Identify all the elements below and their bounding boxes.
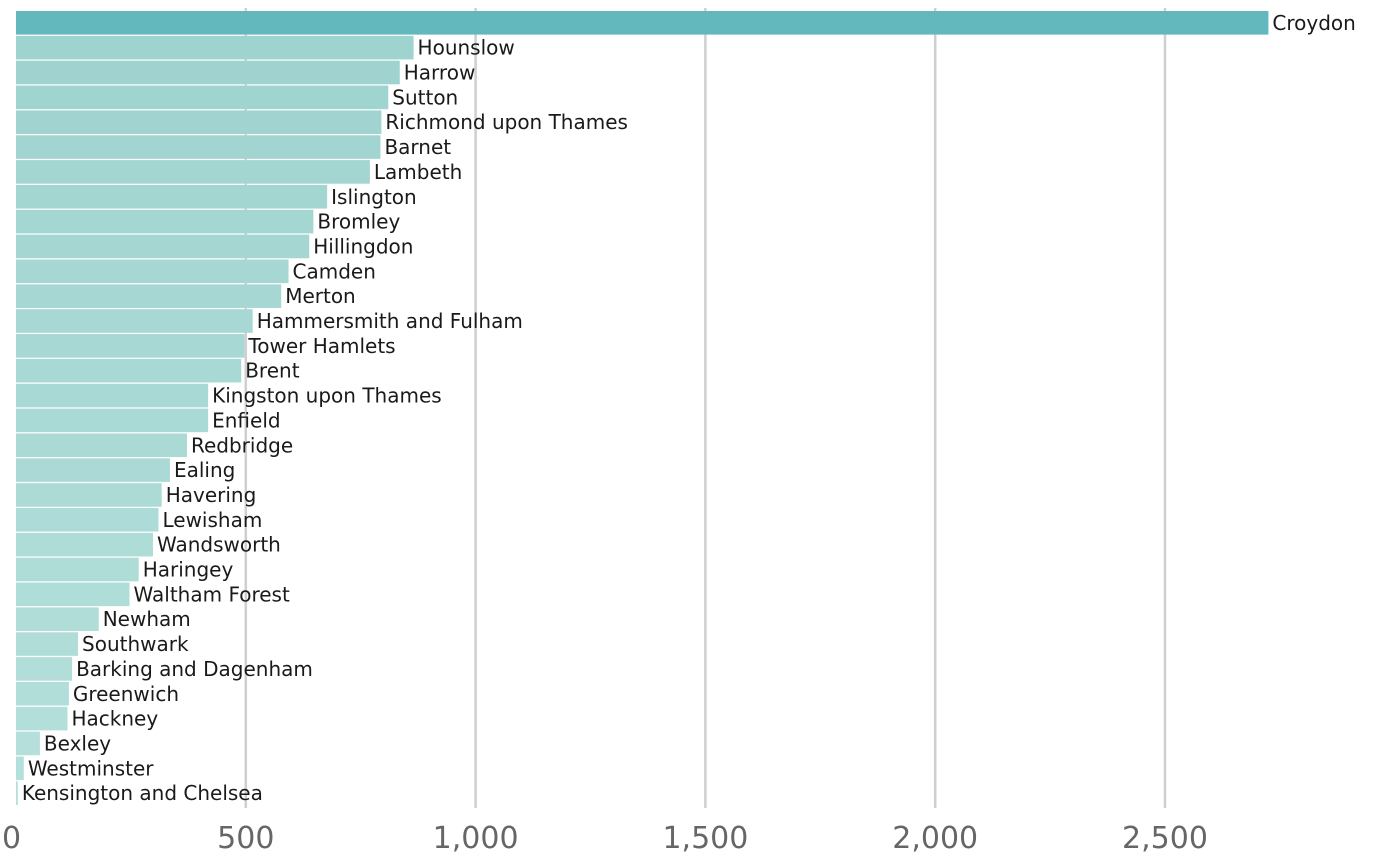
bar-label: Waltham Forest: [134, 582, 290, 606]
x-tick-label: 2,500: [1122, 821, 1208, 854]
bar[interactable]: [16, 731, 40, 756]
bar-label: Tower Hamlets: [247, 334, 395, 358]
bar[interactable]: [16, 632, 79, 656]
bar[interactable]: [16, 607, 99, 631]
bar-label: Greenwich: [73, 682, 179, 706]
bar[interactable]: [16, 582, 130, 607]
bar[interactable]: [16, 657, 73, 681]
bar[interactable]: [16, 60, 400, 85]
bar[interactable]: [16, 85, 389, 110]
bar-label: Barnet: [384, 135, 451, 159]
bar[interactable]: [16, 135, 381, 159]
bar[interactable]: [16, 433, 187, 458]
bar-label: Redbridge: [191, 433, 293, 457]
bar-label: Kingston upon Thames: [212, 384, 442, 408]
bar[interactable]: [16, 334, 245, 358]
bar-label: Camden: [293, 259, 376, 283]
bar[interactable]: [16, 209, 314, 234]
bar-label: Hounslow: [418, 36, 515, 60]
bar[interactable]: [16, 11, 1269, 35]
bar[interactable]: [16, 234, 310, 259]
bar[interactable]: [16, 35, 414, 60]
bar-label: Harrow: [404, 61, 476, 85]
bar-label: Westminster: [28, 756, 154, 780]
x-tick-label: 2,000: [892, 821, 978, 854]
bar[interactable]: [16, 259, 289, 284]
bar-label: Enfield: [212, 408, 280, 432]
bar-label: Hillingdon: [313, 234, 413, 258]
bar-label: Richmond upon Thames: [385, 110, 628, 134]
bar[interactable]: [16, 184, 328, 209]
bar[interactable]: [16, 383, 209, 408]
bar-label: Lewisham: [162, 508, 262, 532]
bar-label: Brent: [245, 359, 299, 383]
bar[interactable]: [16, 557, 139, 582]
bar-label: Hackney: [71, 707, 158, 731]
bar[interactable]: [16, 532, 153, 557]
bar-label: Haringey: [143, 558, 234, 582]
bar[interactable]: [16, 483, 162, 507]
bar-label: Newham: [103, 607, 191, 631]
bar-label: Barking and Dagenham: [76, 657, 313, 681]
x-tick-label: 1,500: [662, 821, 748, 854]
bar-label: Hammersmith and Fulham: [257, 309, 523, 333]
bars: [16, 11, 1269, 805]
bar-label: Havering: [166, 483, 257, 507]
bar-label: Ealing: [174, 458, 235, 482]
bar-label: Merton: [285, 284, 356, 308]
bar[interactable]: [16, 508, 159, 532]
bar[interactable]: [16, 756, 24, 781]
bar-label: Lambeth: [374, 160, 462, 184]
x-tick-label: 1,000: [433, 821, 519, 854]
x-tick-label: 0: [2, 821, 21, 854]
gridlines: [244, 8, 1167, 808]
bar[interactable]: [16, 284, 282, 308]
bar[interactable]: [16, 408, 209, 433]
bar-label: Kensington and Chelsea: [22, 781, 263, 805]
bar[interactable]: [16, 781, 18, 805]
bar-label: Islington: [331, 185, 417, 209]
bar-label: Bromley: [317, 210, 400, 234]
bar[interactable]: [16, 110, 382, 134]
bar[interactable]: [16, 706, 68, 731]
bar-label: Sutton: [392, 85, 458, 109]
bar[interactable]: [16, 160, 370, 184]
bar-label: Wandsworth: [157, 533, 281, 557]
bar-label: Bexley: [44, 731, 111, 755]
x-axis: 0 500 1,000 1,500 2,000 2,500: [2, 821, 1208, 854]
bar-label: Southwark: [82, 632, 189, 656]
bar[interactable]: [16, 681, 69, 706]
bar[interactable]: [16, 458, 170, 482]
x-tick-label: 500: [217, 821, 274, 854]
bar[interactable]: [16, 358, 242, 383]
bar[interactable]: [16, 309, 253, 333]
bar-label: Croydon: [1272, 11, 1355, 35]
